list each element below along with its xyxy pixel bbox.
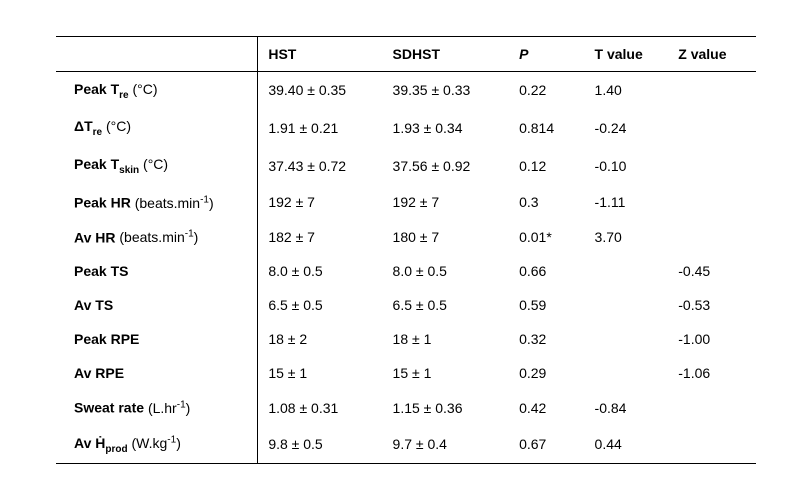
cell-hst: 39.40 ± 0.35 [258, 71, 387, 109]
cell-z: -0.53 [672, 288, 756, 322]
table-header-row: HST SDHST P T value Z value [56, 36, 756, 71]
cell-z [672, 425, 756, 464]
row-label: Av Ḣprod (W.kg-1) [56, 425, 258, 464]
cell-sdhst: 18 ± 1 [387, 322, 514, 356]
cell-p: 0.67 [513, 425, 588, 464]
row-label: Sweat rate (L.hr-1) [56, 390, 258, 425]
table-row: Av RPE15 ± 115 ± 10.29-1.06 [56, 356, 756, 390]
table-row: Peak HR (beats.min-1)192 ± 7192 ± 70.3-1… [56, 185, 756, 220]
results-table-container: HST SDHST P T value Z value Peak Tre (°C… [56, 36, 756, 465]
cell-p: 0.59 [513, 288, 588, 322]
cell-z [672, 185, 756, 220]
cell-sdhst: 1.15 ± 0.36 [387, 390, 514, 425]
cell-sdhst: 8.0 ± 0.5 [387, 254, 514, 288]
cell-p: 0.32 [513, 322, 588, 356]
cell-t: -0.84 [589, 390, 673, 425]
row-label: Av HR (beats.min-1) [56, 220, 258, 255]
col-header-hst: HST [258, 36, 387, 71]
cell-hst: 182 ± 7 [258, 220, 387, 255]
row-label: Peak HR (beats.min-1) [56, 185, 258, 220]
cell-sdhst: 192 ± 7 [387, 185, 514, 220]
col-header-z: Z value [672, 36, 756, 71]
row-label: Peak Tre (°C) [56, 71, 258, 109]
row-label: Av RPE [56, 356, 258, 390]
table-row: Sweat rate (L.hr-1)1.08 ± 0.311.15 ± 0.3… [56, 390, 756, 425]
cell-t: 3.70 [589, 220, 673, 255]
cell-p: 0.22 [513, 71, 588, 109]
cell-p: 0.29 [513, 356, 588, 390]
col-header-t: T value [589, 36, 673, 71]
cell-t [589, 356, 673, 390]
cell-p: 0.01* [513, 220, 588, 255]
row-label: Peak TS [56, 254, 258, 288]
cell-t: 1.40 [589, 71, 673, 109]
cell-t [589, 322, 673, 356]
cell-hst: 15 ± 1 [258, 356, 387, 390]
cell-hst: 8.0 ± 0.5 [258, 254, 387, 288]
cell-hst: 1.08 ± 0.31 [258, 390, 387, 425]
row-label: Peak Tskin (°C) [56, 147, 258, 185]
cell-p: 0.42 [513, 390, 588, 425]
cell-sdhst: 37.56 ± 0.92 [387, 147, 514, 185]
cell-p: 0.814 [513, 109, 588, 147]
col-header-sdhst: SDHST [387, 36, 514, 71]
table-row: ΔTre (°C)1.91 ± 0.211.93 ± 0.340.814-0.2… [56, 109, 756, 147]
cell-p: 0.12 [513, 147, 588, 185]
table-row: Av Ḣprod (W.kg-1)9.8 ± 0.59.7 ± 0.40.670… [56, 425, 756, 464]
table-row: Peak RPE18 ± 218 ± 10.32 -1.00 [56, 322, 756, 356]
cell-z: -0.45 [672, 254, 756, 288]
cell-p: 0.3 [513, 185, 588, 220]
cell-hst: 37.43 ± 0.72 [258, 147, 387, 185]
cell-hst: 18 ± 2 [258, 322, 387, 356]
cell-t: -0.10 [589, 147, 673, 185]
col-header-p: P [513, 36, 588, 71]
cell-t: -1.11 [589, 185, 673, 220]
cell-hst: 192 ± 7 [258, 185, 387, 220]
cell-z [672, 109, 756, 147]
cell-z [672, 147, 756, 185]
cell-sdhst: 180 ± 7 [387, 220, 514, 255]
cell-sdhst: 1.93 ± 0.34 [387, 109, 514, 147]
cell-z [672, 71, 756, 109]
cell-t [589, 254, 673, 288]
cell-sdhst: 15 ± 1 [387, 356, 514, 390]
cell-z: -1.06 [672, 356, 756, 390]
table-row: Peak Tskin (°C)37.43 ± 0.7237.56 ± 0.920… [56, 147, 756, 185]
cell-hst: 9.8 ± 0.5 [258, 425, 387, 464]
cell-sdhst: 6.5 ± 0.5 [387, 288, 514, 322]
table-row: Av HR (beats.min-1)182 ± 7180 ± 70.01*3.… [56, 220, 756, 255]
cell-t [589, 288, 673, 322]
cell-t: 0.44 [589, 425, 673, 464]
table-body: Peak Tre (°C)39.40 ± 0.3539.35 ± 0.330.2… [56, 71, 756, 464]
col-header-label [56, 36, 258, 71]
row-label: Av TS [56, 288, 258, 322]
cell-sdhst: 9.7 ± 0.4 [387, 425, 514, 464]
table-row: Peak TS8.0 ± 0.58.0 ± 0.50.66-0.45 [56, 254, 756, 288]
results-table: HST SDHST P T value Z value Peak Tre (°C… [56, 36, 756, 465]
cell-p: 0.66 [513, 254, 588, 288]
table-row: Av TS6.5 ± 0.56.5 ± 0.50.59-0.53 [56, 288, 756, 322]
cell-hst: 1.91 ± 0.21 [258, 109, 387, 147]
cell-z [672, 220, 756, 255]
cell-sdhst: 39.35 ± 0.33 [387, 71, 514, 109]
cell-hst: 6.5 ± 0.5 [258, 288, 387, 322]
cell-z: -1.00 [672, 322, 756, 356]
table-row: Peak Tre (°C)39.40 ± 0.3539.35 ± 0.330.2… [56, 71, 756, 109]
cell-z [672, 390, 756, 425]
row-label: Peak RPE [56, 322, 258, 356]
row-label: ΔTre (°C) [56, 109, 258, 147]
cell-t: -0.24 [589, 109, 673, 147]
